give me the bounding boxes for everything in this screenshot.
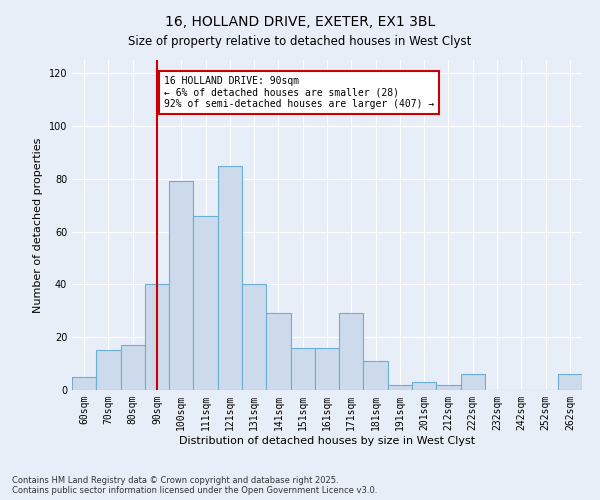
- Bar: [121, 345, 145, 390]
- Bar: [169, 182, 193, 390]
- Bar: [436, 384, 461, 390]
- Text: Contains HM Land Registry data © Crown copyright and database right 2025.
Contai: Contains HM Land Registry data © Crown c…: [12, 476, 377, 495]
- Text: Size of property relative to detached houses in West Clyst: Size of property relative to detached ho…: [128, 35, 472, 48]
- Bar: [266, 314, 290, 390]
- Bar: [96, 350, 121, 390]
- Bar: [461, 374, 485, 390]
- Bar: [242, 284, 266, 390]
- Bar: [218, 166, 242, 390]
- Bar: [558, 374, 582, 390]
- Bar: [315, 348, 339, 390]
- Text: 16 HOLLAND DRIVE: 90sqm
← 6% of detached houses are smaller (28)
92% of semi-det: 16 HOLLAND DRIVE: 90sqm ← 6% of detached…: [164, 76, 434, 109]
- Bar: [364, 361, 388, 390]
- Bar: [339, 314, 364, 390]
- Text: 16, HOLLAND DRIVE, EXETER, EX1 3BL: 16, HOLLAND DRIVE, EXETER, EX1 3BL: [165, 15, 435, 29]
- Bar: [290, 348, 315, 390]
- Bar: [193, 216, 218, 390]
- X-axis label: Distribution of detached houses by size in West Clyst: Distribution of detached houses by size …: [179, 436, 475, 446]
- Y-axis label: Number of detached properties: Number of detached properties: [33, 138, 43, 312]
- Bar: [145, 284, 169, 390]
- Bar: [412, 382, 436, 390]
- Bar: [388, 384, 412, 390]
- Bar: [72, 377, 96, 390]
